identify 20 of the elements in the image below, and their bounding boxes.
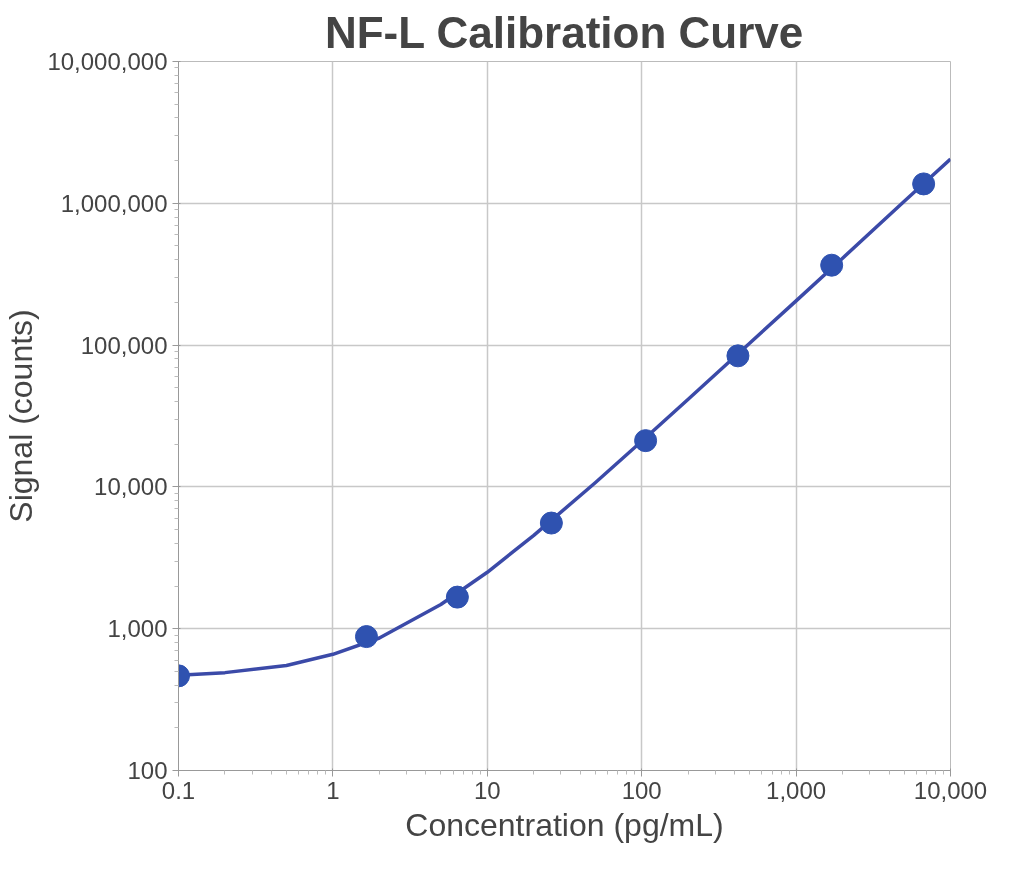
point [912,172,936,196]
x-tick-label: 10 [473,776,501,804]
x-axis-title: Concentration (pg/mL) [405,806,724,843]
y-tick-label: 10,000,000 [47,48,168,75]
point [726,344,750,368]
x-tick-label: 100 [621,776,662,804]
point [820,253,844,277]
x-tick-label: 1,000 [766,776,827,804]
x-tick-label: 10,000 [913,776,988,804]
y-tick-label: 1,000 [107,615,168,643]
y-tick-label: 100,000 [80,331,168,359]
point [445,585,469,609]
y-tick-label: 1,000,000 [60,189,168,217]
point [634,429,658,453]
y-tick-label: 10,000 [94,473,168,501]
y-axis-title: Signal (counts) [3,309,40,523]
x-tick-label: 1 [326,776,340,804]
chart-title: NF-L Calibration Curve [324,7,804,57]
point [539,511,563,535]
point [354,625,378,649]
